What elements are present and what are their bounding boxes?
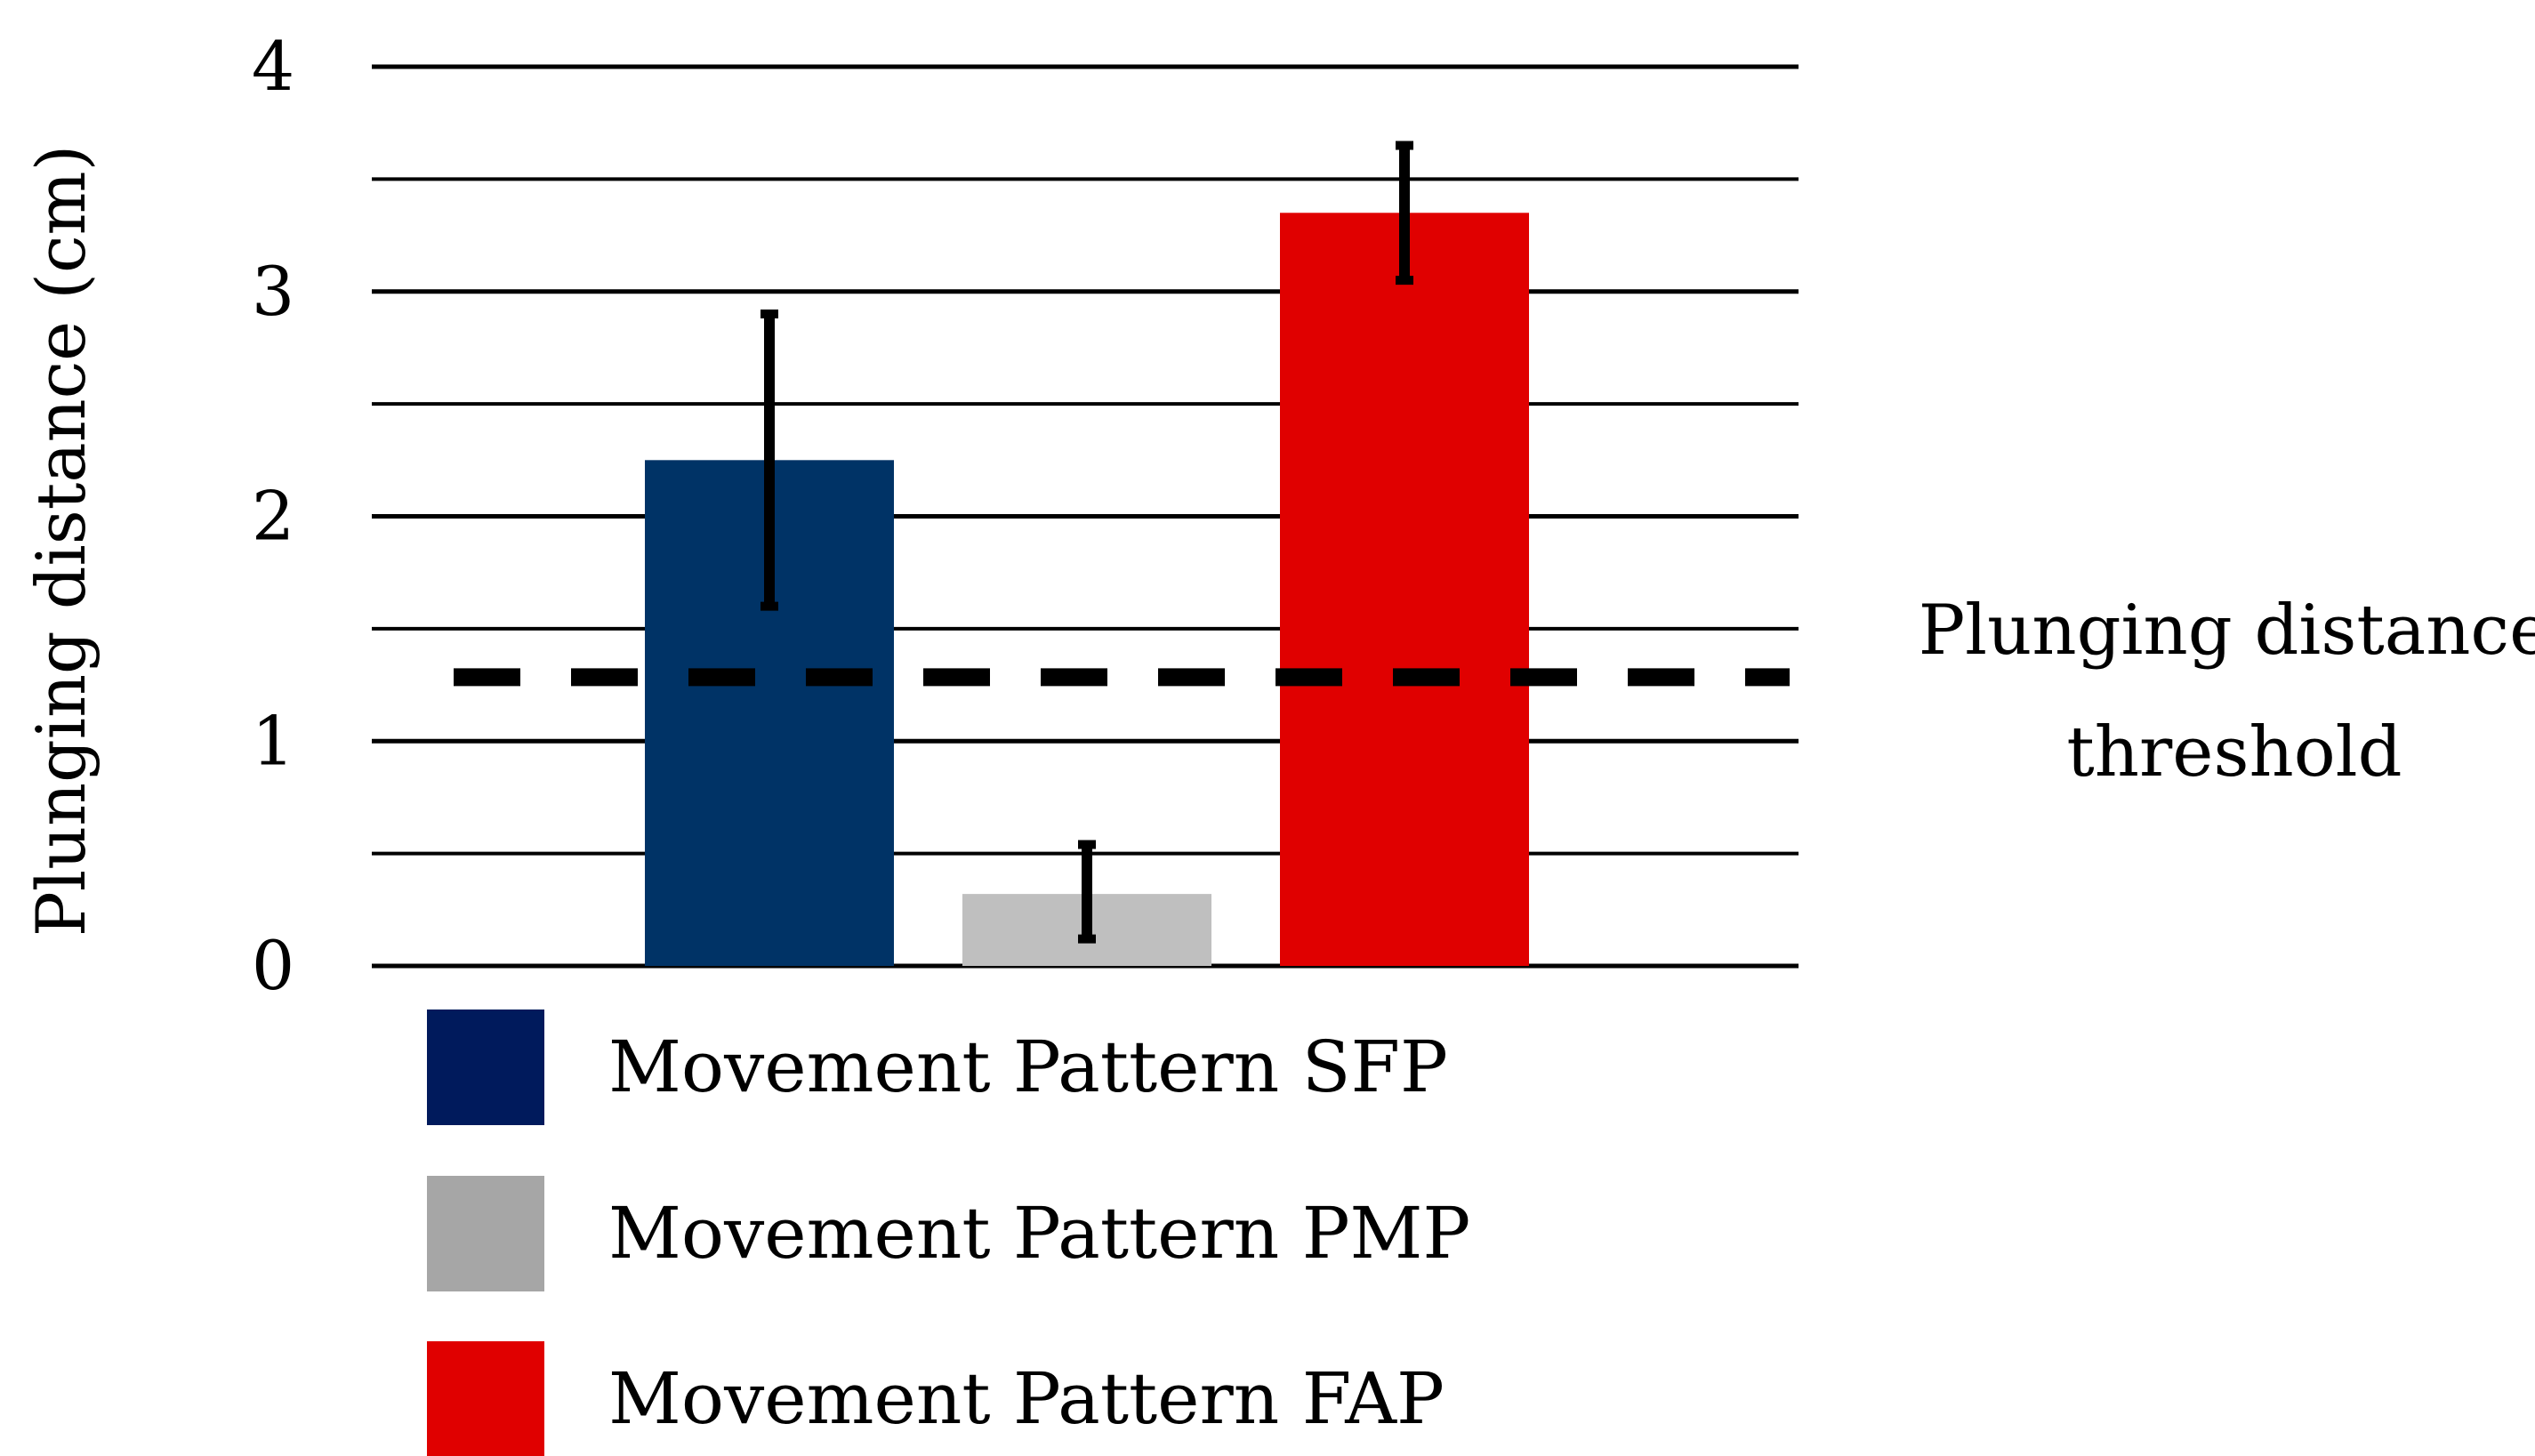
threshold: Plunging distance threshold [454,591,2535,792]
threshold-label: threshold [2066,712,2402,792]
error-bars [760,141,1413,944]
legend-swatch [427,1176,544,1291]
y-tick-label: 3 [252,252,294,331]
y-tick-labels: 0 1 2 3 4 [252,27,294,1005]
y-tick-label: 4 [252,27,294,106]
legend: Movement Pattern SFP Movement Pattern PMP… [427,1010,1470,1456]
y-tick-label: 0 [252,926,294,1005]
bar-fap [1280,213,1529,967]
threshold-label: Plunging distance [1919,591,2535,671]
legend-label: Movement Pattern SFP [608,1026,1448,1108]
y-axis-label: Plunging distance (cm) [21,145,101,937]
gridlines [372,64,1799,969]
legend-swatch [427,1010,544,1125]
legend-swatch [427,1341,544,1456]
legend-label: Movement Pattern PMP [608,1192,1470,1275]
y-tick-label: 1 [252,701,294,780]
y-tick-label: 2 [252,477,294,556]
legend-label: Movement Pattern FAP [608,1357,1445,1440]
